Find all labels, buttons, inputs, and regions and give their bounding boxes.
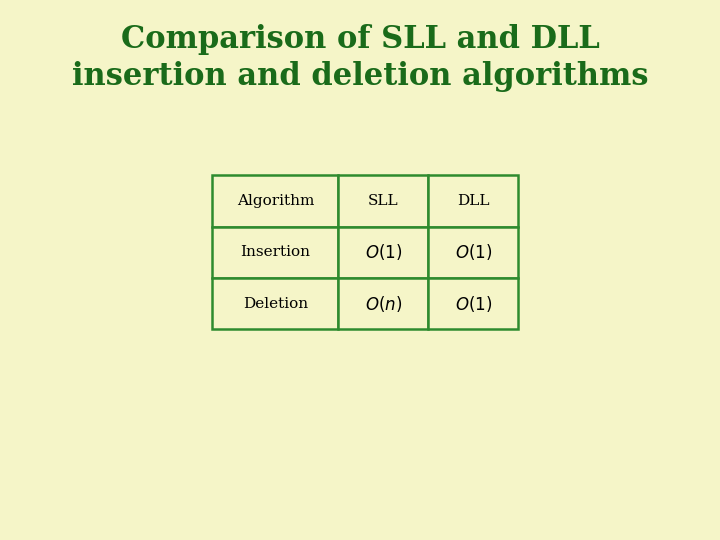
Bar xyxy=(338,278,428,329)
Text: SLL: SLL xyxy=(368,194,399,208)
Text: Insertion: Insertion xyxy=(240,246,310,259)
Bar xyxy=(338,176,428,227)
Text: $\it{O}(\it{n})$: $\it{O}(\it{n})$ xyxy=(365,294,402,314)
Text: $\it{O}(1)$: $\it{O}(1)$ xyxy=(455,294,492,314)
Bar xyxy=(428,176,518,227)
Bar xyxy=(428,278,518,329)
Bar xyxy=(338,227,428,278)
Text: Algorithm: Algorithm xyxy=(237,194,314,208)
Text: DLL: DLL xyxy=(457,194,490,208)
Bar xyxy=(212,278,338,329)
Text: Deletion: Deletion xyxy=(243,297,308,310)
Bar xyxy=(212,176,338,227)
Bar xyxy=(212,227,338,278)
Text: Comparison of SLL and DLL
insertion and deletion algorithms: Comparison of SLL and DLL insertion and … xyxy=(72,24,648,92)
Text: $\it{O}(1)$: $\it{O}(1)$ xyxy=(455,242,492,262)
Bar xyxy=(428,227,518,278)
Text: $\it{O}(1)$: $\it{O}(1)$ xyxy=(365,242,402,262)
